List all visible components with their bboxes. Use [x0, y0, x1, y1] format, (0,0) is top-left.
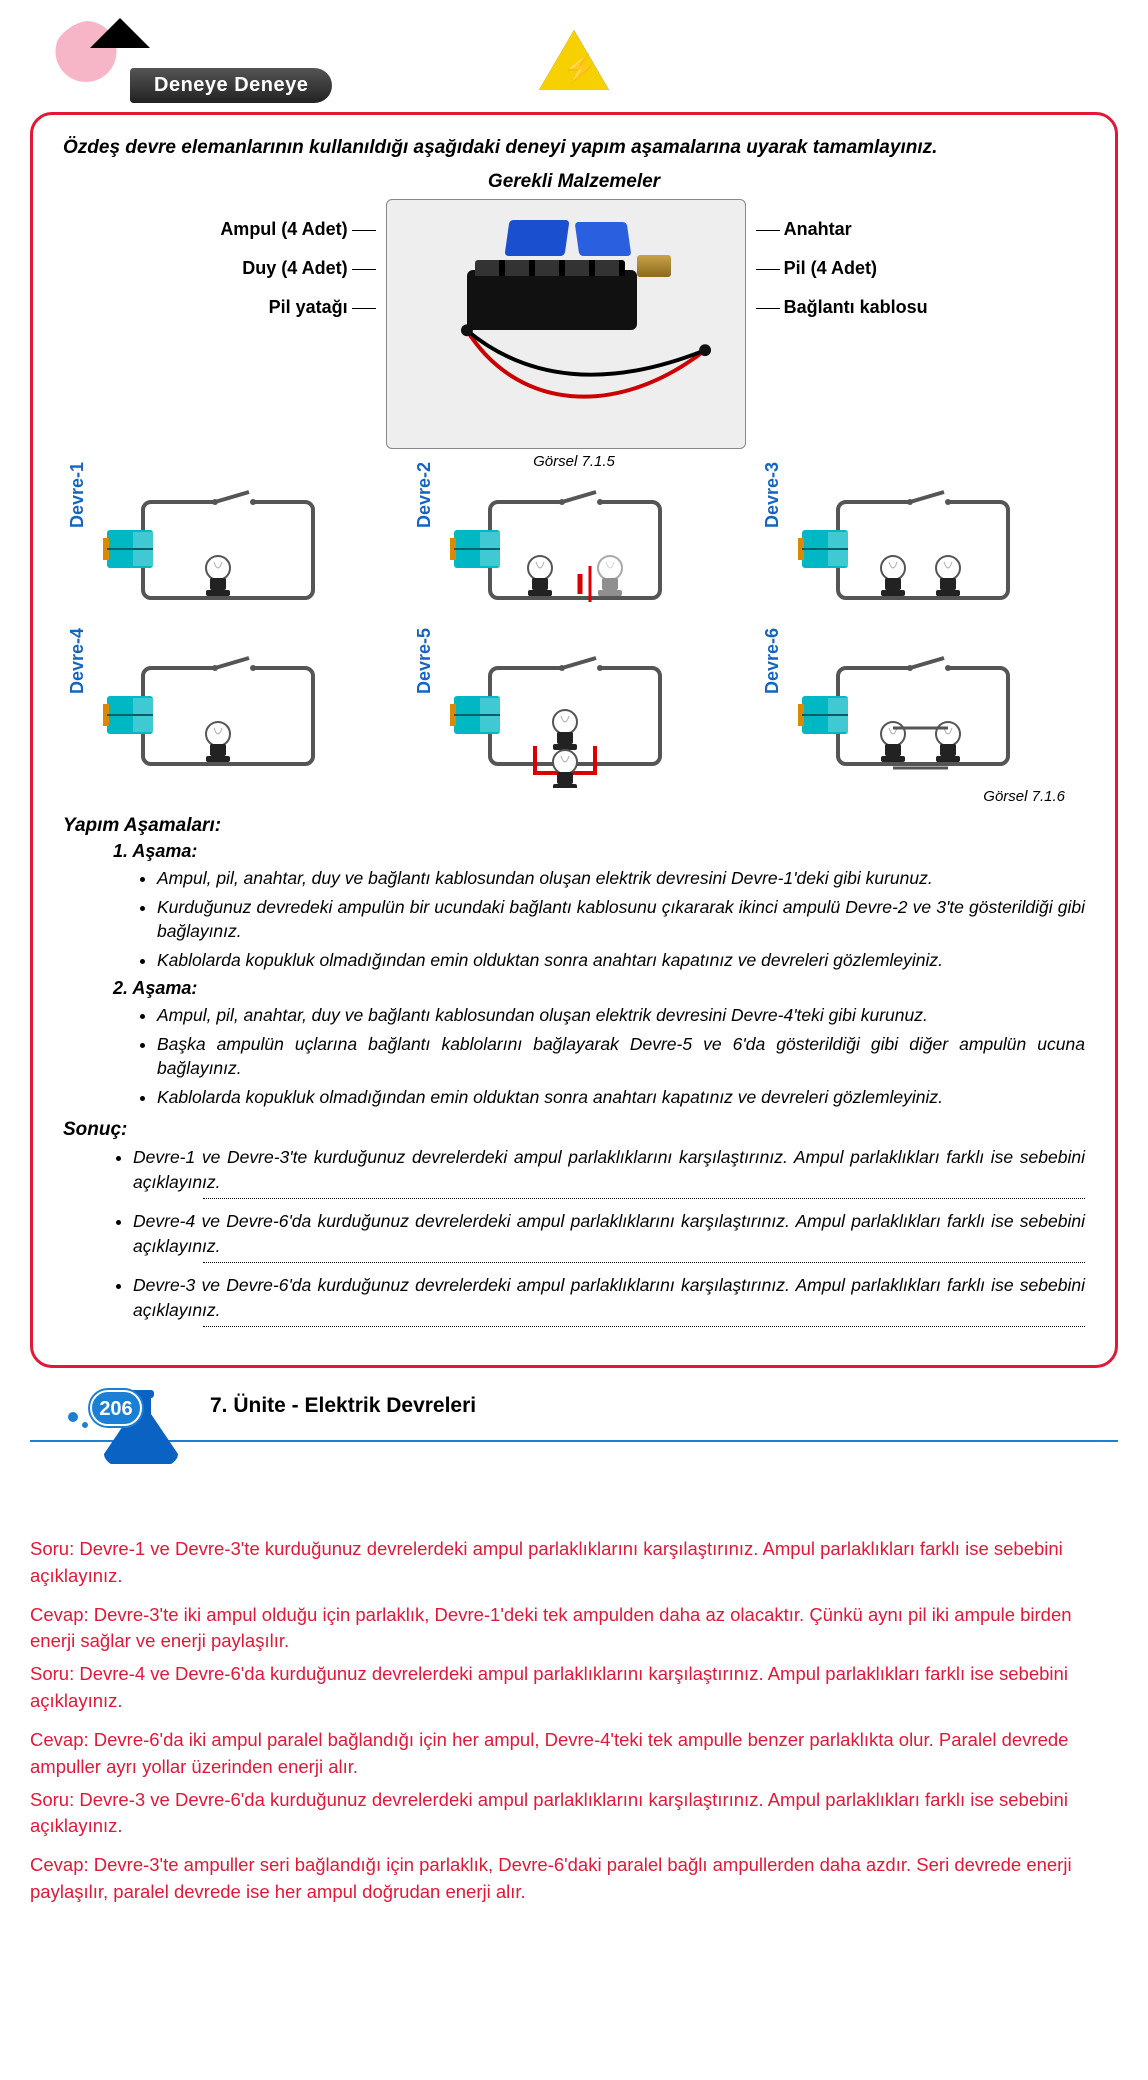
circuit-label: Devre-1 — [67, 462, 88, 528]
answer-line — [203, 1326, 1085, 1327]
list-item: Devre-4 ve Devre-6'da kurduğunuz devrele… — [133, 1209, 1085, 1258]
answer-line — [203, 1262, 1085, 1263]
intro-text: Özdeş devre elemanlarının kullanıldığı a… — [63, 137, 1085, 159]
circuit-label: Devre-3 — [762, 462, 783, 528]
qa-section: Soru: Devre-1 ve Devre-3'te kurduğunuz d… — [0, 1506, 1148, 1958]
banner-title: Deneye Deneye — [130, 68, 332, 103]
circuit-label: Devre-4 — [67, 628, 88, 694]
figure-caption: Görsel 7.1.5 — [63, 453, 1085, 470]
circuit-diagram: Devre-4 — [73, 648, 380, 788]
circuit-diagram: Devre-3 — [768, 482, 1075, 622]
result-heading: Sonuç: — [63, 1119, 1085, 1141]
mascot-icon — [50, 20, 140, 110]
answer-line — [203, 1198, 1085, 1199]
circuits-caption: Görsel 7.1.6 — [63, 788, 1085, 805]
material-label: Anahtar — [756, 219, 956, 240]
list-item: Ampul, pil, anahtar, duy ve bağlantı kab… — [157, 866, 1085, 891]
qa-answer: Cevap: Devre-3'te ampuller seri bağlandı… — [30, 1852, 1118, 1906]
circuit-diagram: Devre-1 — [73, 482, 380, 622]
circuit-diagram: Devre-2 — [420, 482, 727, 622]
page-number: 206 — [90, 1390, 142, 1426]
qa-answer: Cevap: Devre-3'te iki ampul olduğu için … — [30, 1602, 1118, 1656]
qa-question: Soru: Devre-3 ve Devre-6'da kurduğunuz d… — [30, 1787, 1118, 1841]
circuit-label: Devre-5 — [414, 628, 435, 694]
steps-heading: Yapım Aşamaları: — [63, 815, 1085, 837]
qa-question: Soru: Devre-1 ve Devre-3'te kurduğunuz d… — [30, 1536, 1118, 1590]
material-label: Pil yatağı — [192, 297, 375, 318]
page-footer: 206 7. Ünite - Elektrik Devreleri — [30, 1386, 1118, 1466]
list-item: Devre-3 ve Devre-6'da kurduğunuz devrele… — [133, 1273, 1085, 1322]
material-label: Duy (4 Adet) — [192, 258, 375, 279]
circuits-grid: Devre-1 Devre-2 D — [73, 482, 1075, 788]
circuit-label: Devre-6 — [762, 628, 783, 694]
list-item: Kurduğunuz devredeki ampulün bir ucundak… — [157, 895, 1085, 944]
material-label: Pil (4 Adet) — [756, 258, 956, 279]
circuit-diagram: Devre-5 — [420, 648, 727, 788]
qa-question: Soru: Devre-4 ve Devre-6'da kurduğunuz d… — [30, 1661, 1118, 1715]
materials-photo — [386, 199, 746, 449]
stage1-list: Ampul, pil, anahtar, duy ve bağlantı kab… — [157, 866, 1085, 972]
materials-heading: Gerekli Malzemeler — [63, 171, 1085, 193]
unit-title: 7. Ünite - Elektrik Devreleri — [210, 1394, 476, 1418]
material-label: Ampul (4 Adet) — [192, 219, 375, 240]
list-item: Kablolarda kopukluk olmadığından emin ol… — [157, 948, 1085, 973]
circuit-diagram: Devre-6 — [768, 648, 1075, 788]
stage2-heading: 2. Aşama: — [113, 978, 1085, 999]
hazard-icon — [539, 30, 609, 90]
materials-figure: Ampul (4 Adet) Duy (4 Adet) Pil yatağı A… — [63, 199, 1085, 449]
results-list: Devre-1 ve Devre-3'te kurduğunuz devrele… — [133, 1145, 1085, 1327]
list-item: Kablolarda kopukluk olmadığından emin ol… — [157, 1085, 1085, 1110]
qa-answer: Cevap: Devre-6'da iki ampul paralel bağl… — [30, 1727, 1118, 1781]
experiment-card: Özdeş devre elemanlarının kullanıldığı a… — [30, 112, 1118, 1368]
header: Deneye Deneye — [30, 20, 1118, 120]
list-item: Ampul, pil, anahtar, duy ve bağlantı kab… — [157, 1003, 1085, 1028]
list-item: Devre-1 ve Devre-3'te kurduğunuz devrele… — [133, 1145, 1085, 1194]
stage1-heading: 1. Aşama: — [113, 841, 1085, 862]
list-item: Başka ampulün uçlarına bağlantı kablolar… — [157, 1032, 1085, 1081]
material-label: Bağlantı kablosu — [756, 297, 956, 318]
stage2-list: Ampul, pil, anahtar, duy ve bağlantı kab… — [157, 1003, 1085, 1109]
circuit-label: Devre-2 — [414, 462, 435, 528]
